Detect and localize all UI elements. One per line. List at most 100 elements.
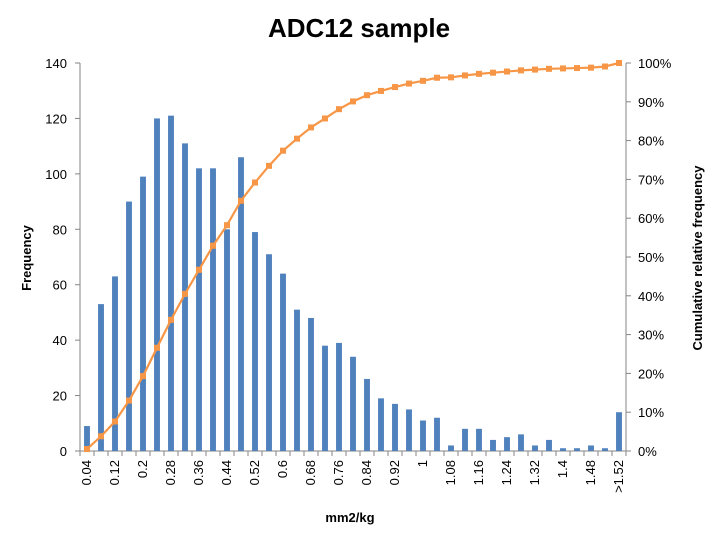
frequency-bar xyxy=(112,276,118,451)
y-tick-label: 20 xyxy=(53,389,67,404)
y2-axis-title: Cumulative relative frequency xyxy=(690,165,705,351)
frequency-bar xyxy=(490,439,496,451)
x-tick-label: 0.76 xyxy=(331,460,346,485)
cumulative-marker xyxy=(238,197,244,204)
frequency-bar xyxy=(196,168,202,452)
frequency-bar xyxy=(434,417,440,451)
frequency-bar xyxy=(182,143,188,451)
frequency-bar xyxy=(616,412,622,451)
y2-tick-label: 50% xyxy=(638,250,664,265)
cumulative-marker xyxy=(518,67,524,74)
cumulative-marker xyxy=(252,179,258,186)
cumulative-marker xyxy=(154,344,160,351)
x-tick-label: 0.36 xyxy=(191,460,206,485)
cumulative-marker xyxy=(182,290,188,297)
x-tick-label: 1.4 xyxy=(555,460,570,478)
cumulative-marker xyxy=(406,80,412,87)
x-tick-label: 0.04 xyxy=(79,460,94,485)
cumulative-marker xyxy=(616,60,622,66)
y-tick-label: 140 xyxy=(45,56,67,71)
y-tick-label: 80 xyxy=(53,222,67,237)
cumulative-marker xyxy=(378,87,384,94)
frequency-bar xyxy=(560,448,566,451)
x-tick-label: 0.68 xyxy=(303,460,318,485)
y2-tick-label: 80% xyxy=(638,134,664,149)
y-tick-label: 120 xyxy=(45,111,67,126)
frequency-bar xyxy=(546,439,552,451)
y-axis-title: Frequency xyxy=(19,224,34,291)
y2-tick-label: 20% xyxy=(638,366,664,381)
y2-tick-label: 30% xyxy=(638,328,664,343)
x-tick-label: 1.16 xyxy=(471,460,486,485)
frequency-bar xyxy=(392,403,398,451)
x-tick-label: 0.28 xyxy=(163,460,178,485)
plot-area: 0 20 40 60 80 100 120 140 0% 10% 20% 30% 40% 50% 60% 70… xyxy=(45,56,671,493)
x-tick-label: 0.92 xyxy=(387,460,402,485)
x-tick-label: 0.12 xyxy=(107,460,122,485)
x-tick-label: 1 xyxy=(415,460,430,467)
y-tick-label: 100 xyxy=(45,167,67,182)
cumulative-marker xyxy=(462,72,468,79)
frequency-bar xyxy=(168,115,174,452)
frequency-bar xyxy=(154,118,160,451)
y2-tick-label: 60% xyxy=(638,211,664,226)
y2-tick-label: 40% xyxy=(638,289,664,304)
frequency-bar xyxy=(378,398,384,451)
y2-tick-label: 100% xyxy=(638,56,672,71)
frequency-bar xyxy=(532,445,538,451)
x-tick-label: 0.6 xyxy=(275,460,290,478)
cumulative-marker xyxy=(476,70,482,77)
cumulative-marker xyxy=(140,373,146,380)
frequency-bar xyxy=(126,201,132,451)
cumulative-marker xyxy=(168,316,174,323)
y-tick-label: 60 xyxy=(53,278,67,293)
cumulative-marker xyxy=(322,115,328,122)
y2-tick-label: 70% xyxy=(638,172,664,187)
cumulative-marker xyxy=(392,84,398,91)
cumulative-marker xyxy=(308,124,314,131)
cumulative-marker xyxy=(420,77,426,84)
frequency-bar xyxy=(504,437,510,451)
frequency-bar xyxy=(602,448,608,451)
cumulative-marker xyxy=(504,68,510,75)
y2-tick-label: 90% xyxy=(638,95,664,110)
frequency-bar xyxy=(224,229,230,451)
cumulative-marker xyxy=(602,63,608,70)
frequency-bar xyxy=(364,378,370,451)
frequency-bar xyxy=(210,168,216,452)
cumulative-marker xyxy=(350,98,356,105)
cumulative-marker xyxy=(490,69,496,76)
cumulative-marker xyxy=(224,222,230,229)
frequency-bar xyxy=(98,304,104,451)
frequency-bar xyxy=(350,356,356,451)
frequency-bar xyxy=(518,434,524,451)
cumulative-marker xyxy=(126,397,132,404)
cumulative-marker xyxy=(294,135,300,142)
x-tick-label: 0.44 xyxy=(219,460,234,485)
chart-title: ADC12 sample xyxy=(268,13,450,43)
y2-tick-label: 0% xyxy=(638,444,657,459)
frequency-bar xyxy=(406,409,412,451)
x-tick-label: 0.2 xyxy=(135,460,150,478)
frequency-bar xyxy=(252,232,258,451)
cumulative-marker xyxy=(84,446,90,453)
x-tick-label: >1.52 xyxy=(611,460,626,493)
x-tick-label: 1.48 xyxy=(583,460,598,485)
x-tick-label: 1.08 xyxy=(443,460,458,485)
x-tick-label: 0.84 xyxy=(359,460,374,485)
y2-tick-label: 10% xyxy=(638,405,664,420)
cumulative-marker xyxy=(98,433,104,440)
frequency-bar xyxy=(84,426,90,451)
frequency-bar xyxy=(448,445,454,451)
x-tick-label: 1.32 xyxy=(527,460,542,485)
cumulative-marker xyxy=(112,418,118,425)
y-tick-label: 0 xyxy=(60,444,67,459)
cumulative-marker xyxy=(434,74,440,81)
cumulative-marker xyxy=(266,162,272,169)
frequency-bar xyxy=(140,176,146,451)
frequency-bar xyxy=(266,254,272,451)
cumulative-marker xyxy=(546,65,552,72)
frequency-bar xyxy=(322,345,328,451)
frequency-bar xyxy=(238,157,244,451)
